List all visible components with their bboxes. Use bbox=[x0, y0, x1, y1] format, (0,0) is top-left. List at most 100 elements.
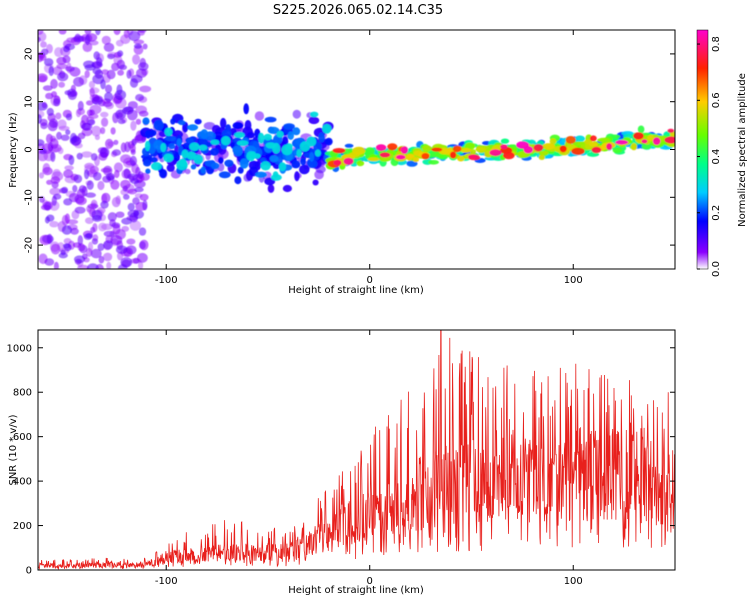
heatmap-cell bbox=[291, 160, 301, 169]
heatmap-cell bbox=[170, 118, 176, 125]
heatmap-cell bbox=[105, 138, 114, 149]
heatmap-cell bbox=[113, 162, 123, 173]
heatmap-cell bbox=[312, 179, 319, 186]
heatmap-cell bbox=[667, 128, 675, 133]
heatmap-cell bbox=[186, 137, 194, 145]
heatmap-cell bbox=[352, 146, 366, 155]
heatmap-cell bbox=[53, 261, 59, 269]
heatmap-cell bbox=[431, 147, 443, 152]
heatmap-cell bbox=[292, 127, 301, 136]
colorbar-gradient bbox=[696, 29, 709, 270]
heatmap-cell bbox=[489, 149, 502, 157]
heatmap-cell bbox=[344, 143, 354, 148]
heatmap-cell bbox=[246, 151, 256, 162]
snr-ytick-label-0: 0 bbox=[26, 566, 32, 577]
heatmap-cell bbox=[50, 243, 61, 255]
heatmap-cell bbox=[117, 264, 128, 269]
heatmap-cell bbox=[61, 225, 72, 235]
heatmap-cell bbox=[38, 73, 48, 83]
heatmap-cell bbox=[137, 252, 148, 263]
heatmap-cell bbox=[130, 149, 136, 155]
heatmap-cell bbox=[44, 258, 55, 266]
snr-series-line bbox=[38, 330, 675, 570]
heatmap-cell bbox=[45, 133, 53, 144]
heatmap-cell bbox=[137, 30, 147, 33]
heatmap-cell bbox=[313, 141, 323, 152]
heatmap-cell bbox=[48, 65, 54, 77]
heatmap-cell bbox=[44, 58, 54, 67]
heatmap-cell bbox=[210, 139, 220, 145]
heatmap-cell bbox=[138, 227, 147, 236]
heatmap-cell bbox=[332, 148, 346, 154]
heatmap-cell bbox=[77, 100, 84, 111]
heatmap-cell bbox=[58, 30, 67, 35]
heatmap-cell bbox=[92, 215, 102, 222]
heatmap-cell bbox=[669, 131, 675, 137]
heatmap-cell bbox=[500, 144, 508, 150]
heatmap-cell bbox=[85, 192, 96, 198]
heatmap-cell bbox=[58, 252, 68, 259]
heatmap-cell bbox=[49, 221, 59, 228]
heatmap-cell bbox=[38, 36, 41, 43]
heatmap-cell bbox=[91, 238, 99, 245]
heatmap-cell bbox=[76, 152, 83, 160]
heatmap-cell bbox=[105, 172, 115, 181]
heatmap-cell bbox=[74, 194, 85, 204]
heatmap-cell bbox=[128, 30, 141, 42]
heatmap-cell bbox=[42, 85, 53, 91]
heatmap-cell bbox=[322, 124, 332, 134]
heatmap-cell bbox=[133, 210, 144, 219]
heatmap-cell bbox=[282, 184, 292, 193]
heatmap-cell bbox=[139, 241, 146, 250]
heatmap-cell bbox=[46, 233, 53, 245]
heatmap-cell bbox=[516, 141, 530, 149]
colorbar-tick-label-3: 0.6 bbox=[711, 92, 722, 108]
heatmap-cell bbox=[258, 132, 265, 144]
heatmap-cell bbox=[184, 168, 191, 175]
colorbar-ticks: 0.0 0.2 0.4 0.6 0.8 bbox=[697, 36, 722, 277]
heatmap-cell bbox=[138, 62, 149, 71]
heatmap-cell bbox=[310, 111, 319, 118]
heatmap-cell bbox=[138, 261, 144, 269]
heatmap-cell bbox=[138, 110, 149, 117]
spectrogram-ytick-label-1: -10 bbox=[24, 189, 35, 205]
heatmap-cell bbox=[232, 122, 244, 130]
heatmap-cell bbox=[117, 50, 124, 57]
heatmap-cell bbox=[234, 132, 245, 138]
heatmap-cell bbox=[101, 192, 111, 203]
heatmap-cell bbox=[187, 124, 199, 131]
heatmap-cell bbox=[283, 123, 295, 130]
heatmap-cell bbox=[475, 147, 487, 152]
heatmap-cell bbox=[308, 116, 320, 125]
heatmap-cell bbox=[267, 184, 275, 193]
heatmap-cell bbox=[164, 127, 173, 137]
heatmap-cell bbox=[47, 142, 54, 152]
heatmap-cell bbox=[126, 69, 132, 79]
heatmap-cell bbox=[278, 162, 287, 172]
heatmap-cell bbox=[89, 109, 95, 116]
heatmap-cell bbox=[200, 129, 209, 140]
heatmap-cell bbox=[641, 144, 652, 150]
heatmap-cell bbox=[194, 118, 202, 125]
snr-xtick-label-0: -100 bbox=[155, 576, 178, 587]
heatmap-cell bbox=[87, 119, 96, 126]
spectrogram-xtick-label-0: -100 bbox=[155, 275, 178, 286]
heatmap-cell bbox=[244, 120, 252, 131]
heatmap-cell bbox=[615, 139, 629, 145]
heatmap-cell bbox=[113, 139, 119, 145]
heatmap-cell bbox=[142, 117, 150, 125]
heatmap-cell bbox=[96, 57, 103, 67]
heatmap-cell bbox=[549, 138, 557, 145]
heatmap-cell bbox=[247, 132, 255, 139]
heatmap-cell bbox=[102, 101, 113, 108]
heatmap-cell bbox=[145, 130, 152, 139]
heatmap-cell bbox=[457, 155, 465, 162]
heatmap-cell bbox=[103, 240, 113, 250]
heatmap-cell bbox=[85, 34, 91, 46]
heatmap-cell bbox=[127, 202, 135, 211]
heatmap-cell bbox=[101, 117, 109, 127]
heatmap-cell bbox=[343, 157, 354, 165]
